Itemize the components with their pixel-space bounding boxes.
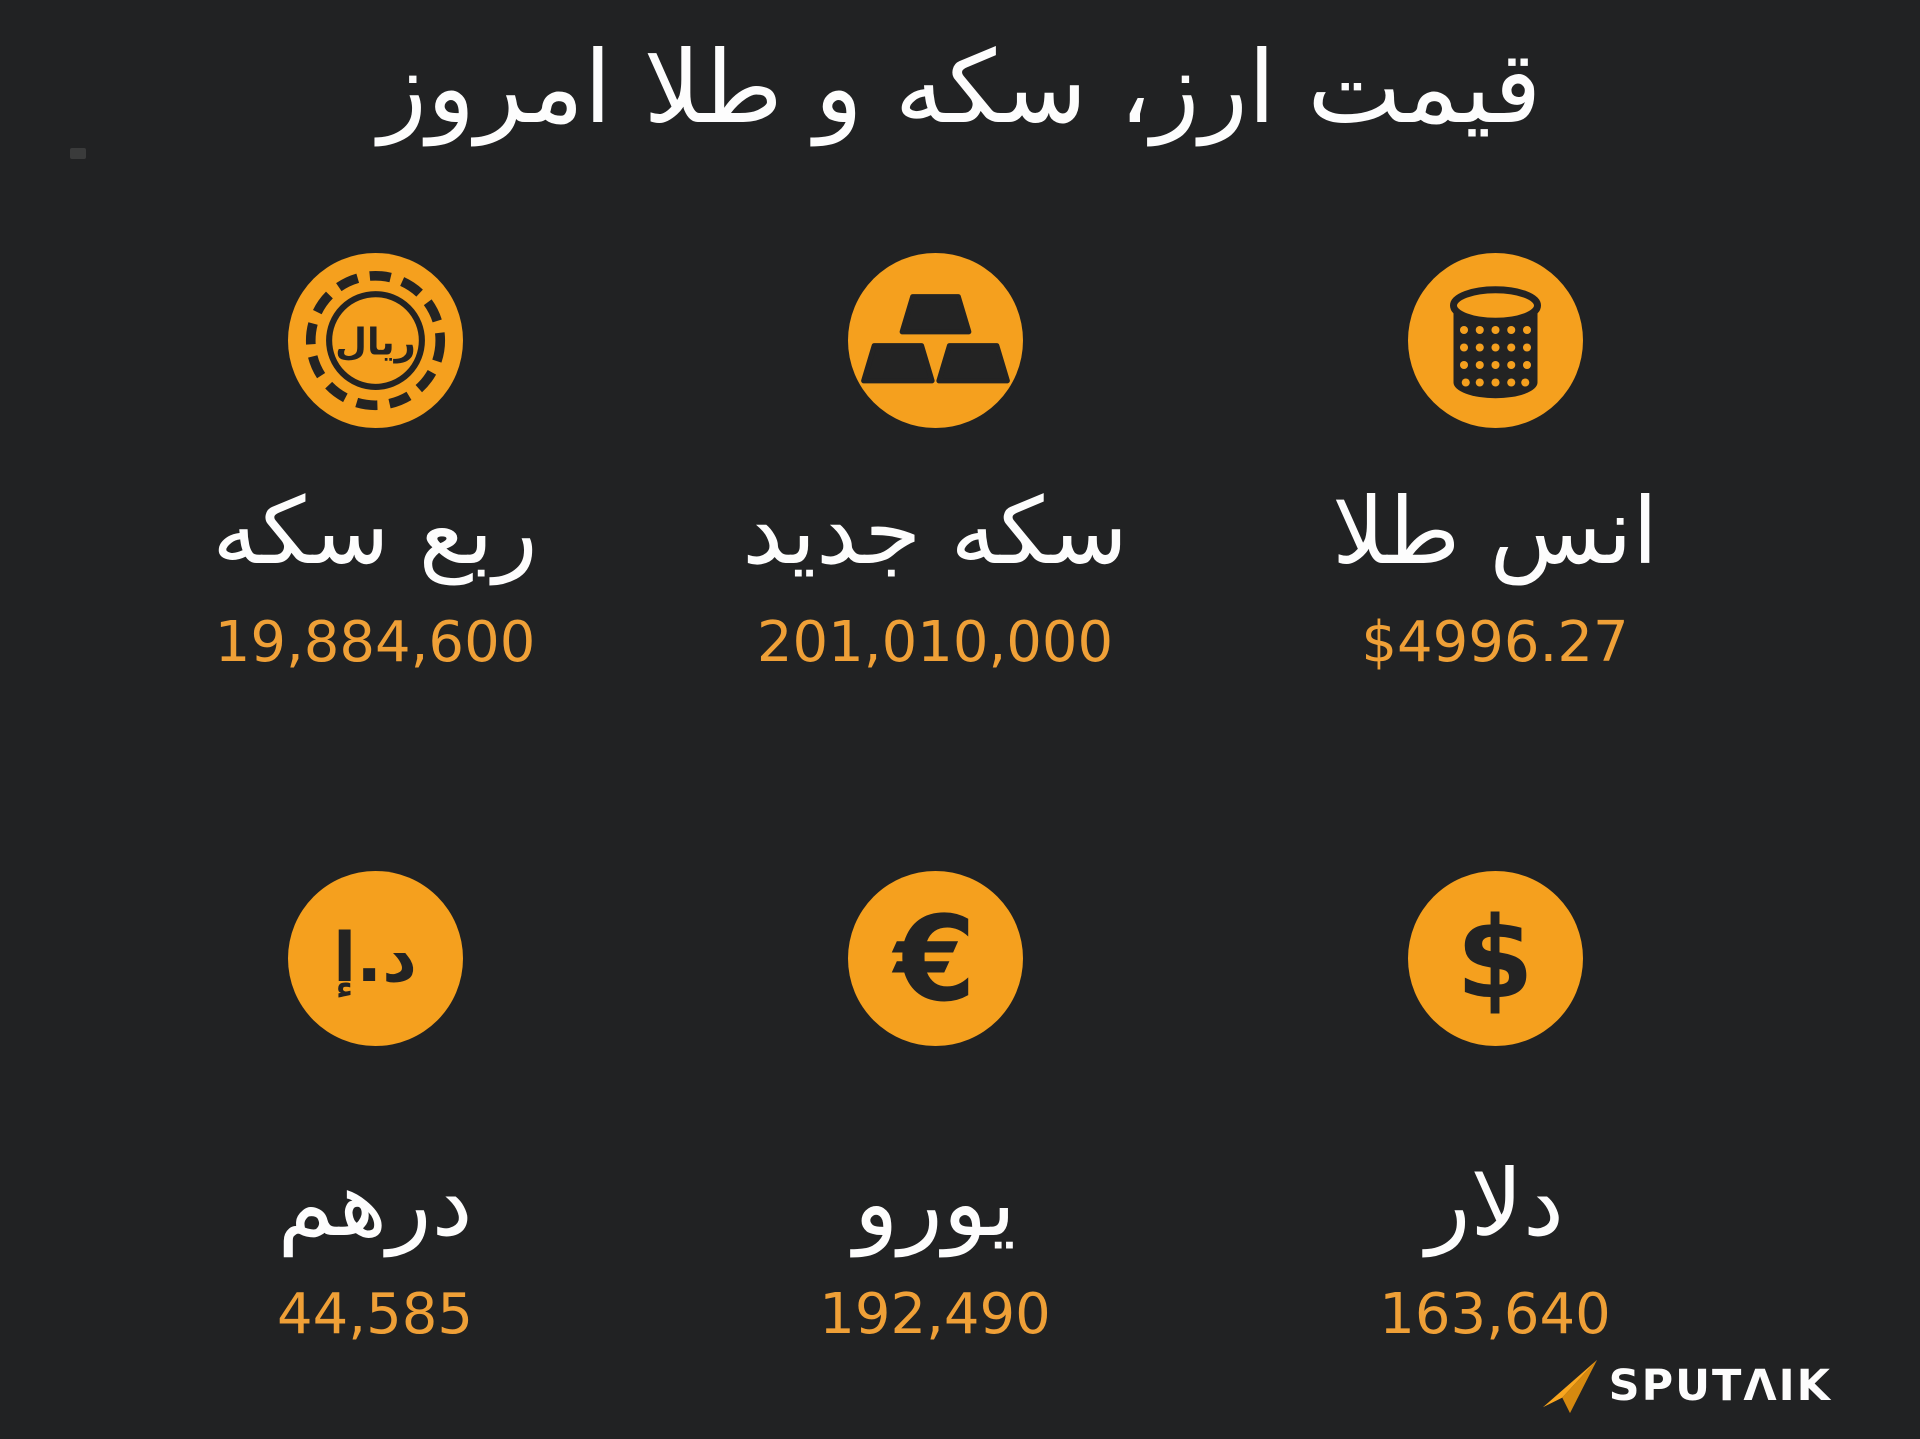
rate-label: درهم (277, 1150, 473, 1257)
rate-value: 163,640 (1379, 1282, 1611, 1348)
rate-label: یورو (854, 1150, 1016, 1257)
rate-label: انس طلا (1332, 478, 1658, 585)
gold-bars-icon (847, 253, 1023, 428)
page-title: قیمت ارز، سکه و طلا امروز (378, 29, 1542, 146)
rial-coin-icon: ریال (287, 253, 463, 428)
euro-symbol: € (893, 889, 977, 1028)
rate-card-dirham: د.إ درهم 44,585 (95, 871, 655, 1350)
rate-value: 201,010,000 (756, 610, 1114, 676)
euro-sign-icon: € (847, 871, 1023, 1046)
rate-card-dollar: $ دلار 163,640 (1215, 871, 1775, 1350)
dollar-sign-icon: $ (1407, 871, 1583, 1046)
rial-coin-text: ریال (335, 321, 416, 364)
dirham-symbol: د.إ (332, 918, 418, 998)
jpeg-artifact-mark (70, 148, 86, 159)
rate-card-new-coin: سکه جدید 201,010,000 (655, 253, 1215, 678)
rate-value: 19,884,600 (214, 610, 536, 676)
sputnik-arrow-icon (1542, 1359, 1597, 1414)
rates-row-bottom: $ دلار 163,640 € یورو 192,490 د.إ درهم 4… (95, 871, 1775, 1350)
rate-label: دلار (1426, 1150, 1564, 1257)
dollar-symbol: $ (1456, 893, 1534, 1024)
sputnik-logo: SPUTΛIK (1541, 1357, 1832, 1415)
sputnik-wordmark: SPUTΛIK (1608, 1360, 1832, 1411)
rate-label: سکه جدید (742, 478, 1128, 585)
rate-card-euro: € یورو 192,490 (655, 871, 1215, 1350)
rate-card-quarter-coin: ریال ربع سکه 19,884,600 (95, 253, 655, 678)
coin-stack-icon (1407, 253, 1583, 428)
rate-card-gold-ounce: انس طلا $4996.27 (1215, 253, 1775, 678)
rate-value: 44,585 (277, 1282, 473, 1348)
rate-label: ربع سکه (212, 478, 538, 585)
dirham-sign-icon: د.إ (287, 871, 463, 1046)
rates-row-top: انس طلا $4996.27 سکه جدید 201,010,000 ری… (95, 253, 1775, 678)
rate-value: $4996.27 (1361, 610, 1629, 676)
rate-value: 192,490 (819, 1282, 1051, 1348)
